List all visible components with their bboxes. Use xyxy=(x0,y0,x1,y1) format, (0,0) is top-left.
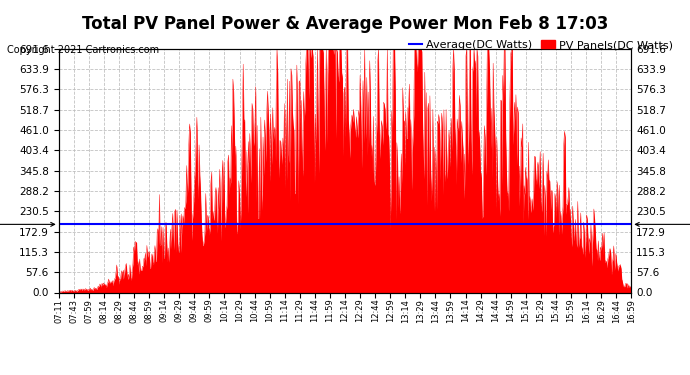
Text: 193.310: 193.310 xyxy=(635,219,690,230)
Text: Copyright 2021 Cartronics.com: Copyright 2021 Cartronics.com xyxy=(7,45,159,55)
Legend: Average(DC Watts), PV Panels(DC Watts): Average(DC Watts), PV Panels(DC Watts) xyxy=(404,36,678,54)
Text: 193.310: 193.310 xyxy=(0,219,55,230)
Text: Total PV Panel Power & Average Power Mon Feb 8 17:03: Total PV Panel Power & Average Power Mon… xyxy=(82,15,608,33)
